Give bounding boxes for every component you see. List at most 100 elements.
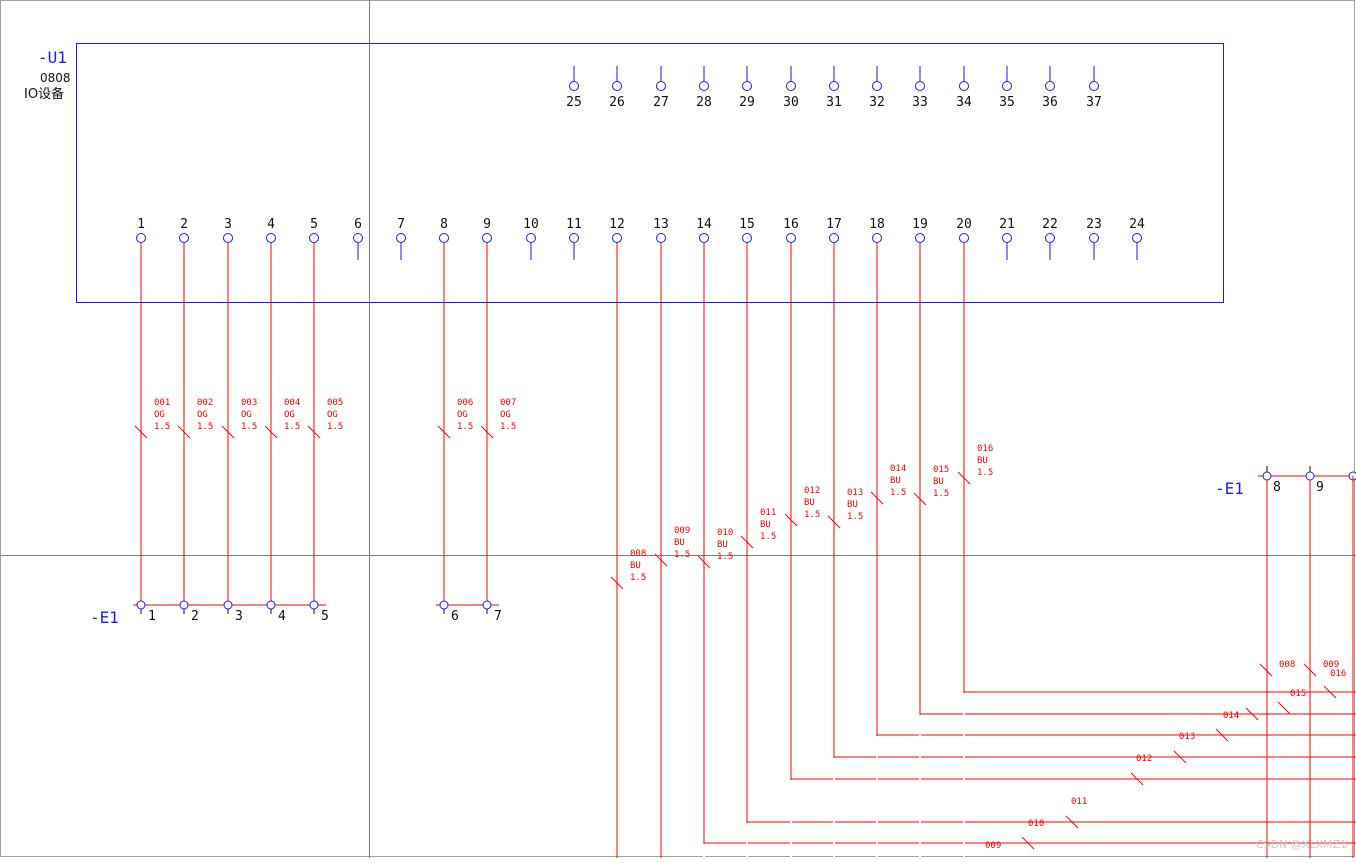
wire-011[interactable]: 011 BU 1.5 — [740, 243, 776, 858]
top-pin-35[interactable]: 35 — [999, 66, 1015, 110]
terminal-connector[interactable] — [439, 600, 449, 610]
bottom-pin-4[interactable]: 4 — [266, 217, 276, 243]
pin-connector[interactable] — [1089, 233, 1099, 243]
pin-connector[interactable] — [656, 233, 666, 243]
pin-connector[interactable] — [829, 233, 839, 243]
terminal-connector[interactable] — [136, 600, 146, 610]
terminal-4[interactable]: 4 — [266, 600, 286, 624]
bottom-pin-6[interactable]: 6 — [353, 217, 363, 260]
bottom-pin-18[interactable]: 18 — [869, 217, 885, 243]
pin-connector[interactable] — [959, 81, 969, 91]
terminal-7[interactable]: 7 — [482, 600, 502, 624]
top-pin-30[interactable]: 30 — [783, 66, 799, 110]
pin-connector[interactable] — [353, 233, 363, 243]
bottom-pin-16[interactable]: 16 — [783, 217, 799, 243]
bottom-pin-22[interactable]: 22 — [1042, 217, 1058, 260]
bottom-pin-12[interactable]: 12 — [609, 217, 625, 243]
terminal-3[interactable]: 3 — [223, 600, 243, 624]
wire-005[interactable]: 005 OG 1.5 — [307, 243, 343, 605]
wire-003[interactable]: 003 OG 1.5 — [221, 243, 257, 605]
bottom-pin-15[interactable]: 15 — [739, 217, 755, 243]
pin-connector[interactable] — [612, 81, 622, 91]
bottom-pin-1[interactable]: 1 — [136, 217, 146, 243]
bottom-pin-19[interactable]: 19 — [912, 217, 928, 243]
terminal-strip-0[interactable]: -E1 1 2 3 4 5 — [90, 600, 329, 627]
pin-connector[interactable] — [223, 233, 233, 243]
terminal-2[interactable]: 2 — [179, 600, 199, 624]
wire-012[interactable]: 012 BU 1.5 — [784, 243, 820, 858]
pin-connector[interactable] — [439, 233, 449, 243]
bottom-pin-3[interactable]: 3 — [223, 217, 233, 243]
top-pin-32[interactable]: 32 — [869, 66, 885, 110]
bottom-pin-11[interactable]: 11 — [566, 217, 582, 260]
terminal-connector[interactable] — [1305, 471, 1315, 481]
pin-connector[interactable] — [569, 233, 579, 243]
bottom-pin-23[interactable]: 23 — [1086, 217, 1102, 260]
wire-001[interactable]: 001 OG 1.5 — [134, 243, 170, 605]
wire-002[interactable]: 002 OG 1.5 — [177, 243, 213, 605]
pin-connector[interactable] — [699, 233, 709, 243]
wire-006[interactable]: 006 OG 1.5 — [437, 243, 473, 605]
terminal-connector[interactable] — [309, 600, 319, 610]
pin-connector[interactable] — [612, 233, 622, 243]
top-pin-29[interactable]: 29 — [739, 66, 755, 110]
pin-connector[interactable] — [179, 233, 189, 243]
bottom-pin-10[interactable]: 10 — [523, 217, 539, 260]
pin-connector[interactable] — [786, 81, 796, 91]
top-pin-28[interactable]: 28 — [696, 66, 712, 110]
top-pin-25[interactable]: 25 — [566, 66, 582, 110]
terminal-connector[interactable] — [179, 600, 189, 610]
top-pin-36[interactable]: 36 — [1042, 66, 1058, 110]
pin-connector[interactable] — [1002, 233, 1012, 243]
bottom-pin-21[interactable]: 21 — [999, 217, 1015, 260]
terminal-connector[interactable] — [266, 600, 276, 610]
pin-connector[interactable] — [959, 233, 969, 243]
pin-connector[interactable] — [742, 233, 752, 243]
terminal-connector[interactable] — [1262, 471, 1272, 481]
bottom-pin-5[interactable]: 5 — [309, 217, 319, 243]
wire-007[interactable]: 007 OG 1.5 — [480, 243, 516, 605]
pin-connector[interactable] — [526, 233, 536, 243]
pin-connector[interactable] — [266, 233, 276, 243]
wire-004[interactable]: 004 OG 1.5 — [264, 243, 300, 605]
top-pin-27[interactable]: 27 — [653, 66, 669, 110]
bottom-pin-9[interactable]: 9 — [482, 217, 492, 243]
pin-connector[interactable] — [786, 233, 796, 243]
top-pin-31[interactable]: 31 — [826, 66, 842, 110]
terminal-1[interactable]: 1 — [136, 600, 156, 624]
pin-connector[interactable] — [1089, 81, 1099, 91]
pin-connector[interactable] — [1045, 81, 1055, 91]
terminal-5[interactable]: 5 — [309, 600, 329, 624]
pin-connector[interactable] — [915, 233, 925, 243]
bottom-pin-7[interactable]: 7 — [396, 217, 406, 260]
top-pin-34[interactable]: 34 — [956, 66, 972, 110]
pin-connector[interactable] — [1132, 233, 1142, 243]
pin-connector[interactable] — [829, 81, 839, 91]
terminal-8[interactable]: 8 — [1262, 466, 1281, 858]
terminal-connector[interactable] — [482, 600, 492, 610]
pin-connector[interactable] — [136, 233, 146, 243]
bottom-pin-8[interactable]: 8 — [439, 217, 449, 243]
bottom-pin-2[interactable]: 2 — [179, 217, 189, 243]
bottom-pin-13[interactable]: 13 — [653, 217, 669, 243]
top-pin-33[interactable]: 33 — [912, 66, 928, 110]
top-pin-37[interactable]: 37 — [1086, 66, 1102, 110]
device-frame[interactable] — [76, 43, 1224, 303]
bottom-pin-14[interactable]: 14 — [696, 217, 712, 243]
pin-connector[interactable] — [569, 81, 579, 91]
terminal-connector[interactable] — [223, 600, 233, 610]
wire-013[interactable]: 013 BU 1.5 — [827, 243, 863, 858]
pin-connector[interactable] — [309, 233, 319, 243]
pin-connector[interactable] — [699, 81, 709, 91]
pin-connector[interactable] — [656, 81, 666, 91]
wire-010[interactable]: 010 BU 1.5 — [697, 243, 733, 858]
pin-connector[interactable] — [742, 81, 752, 91]
top-pin-26[interactable]: 26 — [609, 66, 625, 110]
pin-connector[interactable] — [872, 81, 882, 91]
wire-008[interactable]: 008 BU 1.5 — [610, 243, 646, 858]
pin-connector[interactable] — [396, 233, 406, 243]
pin-connector[interactable] — [915, 81, 925, 91]
